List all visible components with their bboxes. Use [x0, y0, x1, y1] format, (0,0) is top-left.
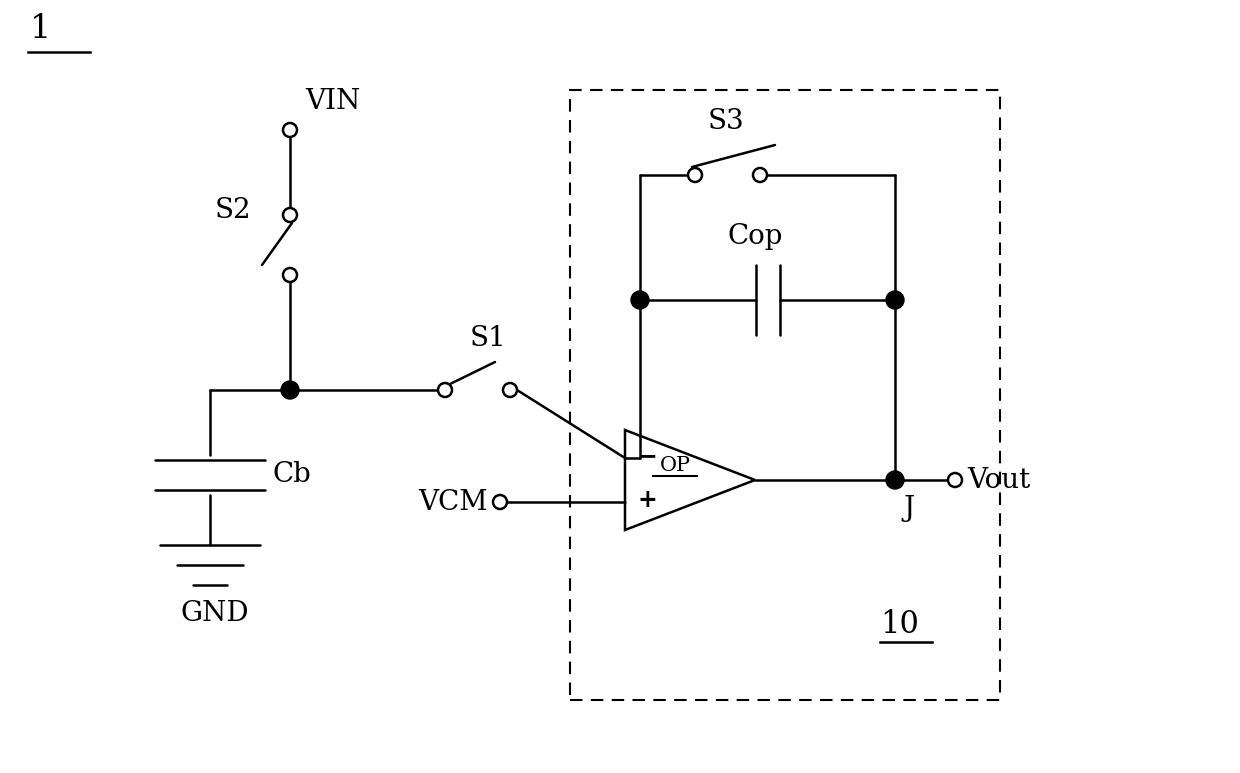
Text: 1: 1 [30, 13, 51, 45]
Text: VCM: VCM [418, 489, 489, 516]
Text: Cb: Cb [273, 461, 311, 489]
Circle shape [949, 473, 962, 487]
Text: S2: S2 [215, 196, 252, 223]
Circle shape [887, 471, 904, 489]
Circle shape [281, 381, 299, 399]
Text: Vout: Vout [967, 466, 1030, 493]
Text: 10: 10 [880, 609, 919, 640]
Circle shape [283, 123, 298, 137]
Circle shape [438, 383, 453, 397]
Text: OP: OP [660, 456, 691, 475]
Text: J: J [903, 495, 914, 522]
Text: S3: S3 [708, 108, 744, 135]
Circle shape [283, 208, 298, 222]
Circle shape [887, 291, 904, 309]
Circle shape [631, 291, 649, 309]
Circle shape [688, 168, 702, 182]
Circle shape [494, 495, 507, 509]
Text: +: + [637, 488, 657, 512]
Text: Cop: Cop [728, 223, 782, 250]
Text: GND: GND [180, 600, 249, 627]
Text: S1: S1 [470, 325, 507, 352]
Circle shape [753, 168, 768, 182]
Bar [570, 90, 999, 700]
Circle shape [503, 383, 517, 397]
Circle shape [283, 268, 298, 282]
Text: −: − [637, 444, 657, 468]
Text: VIN: VIN [305, 88, 361, 115]
